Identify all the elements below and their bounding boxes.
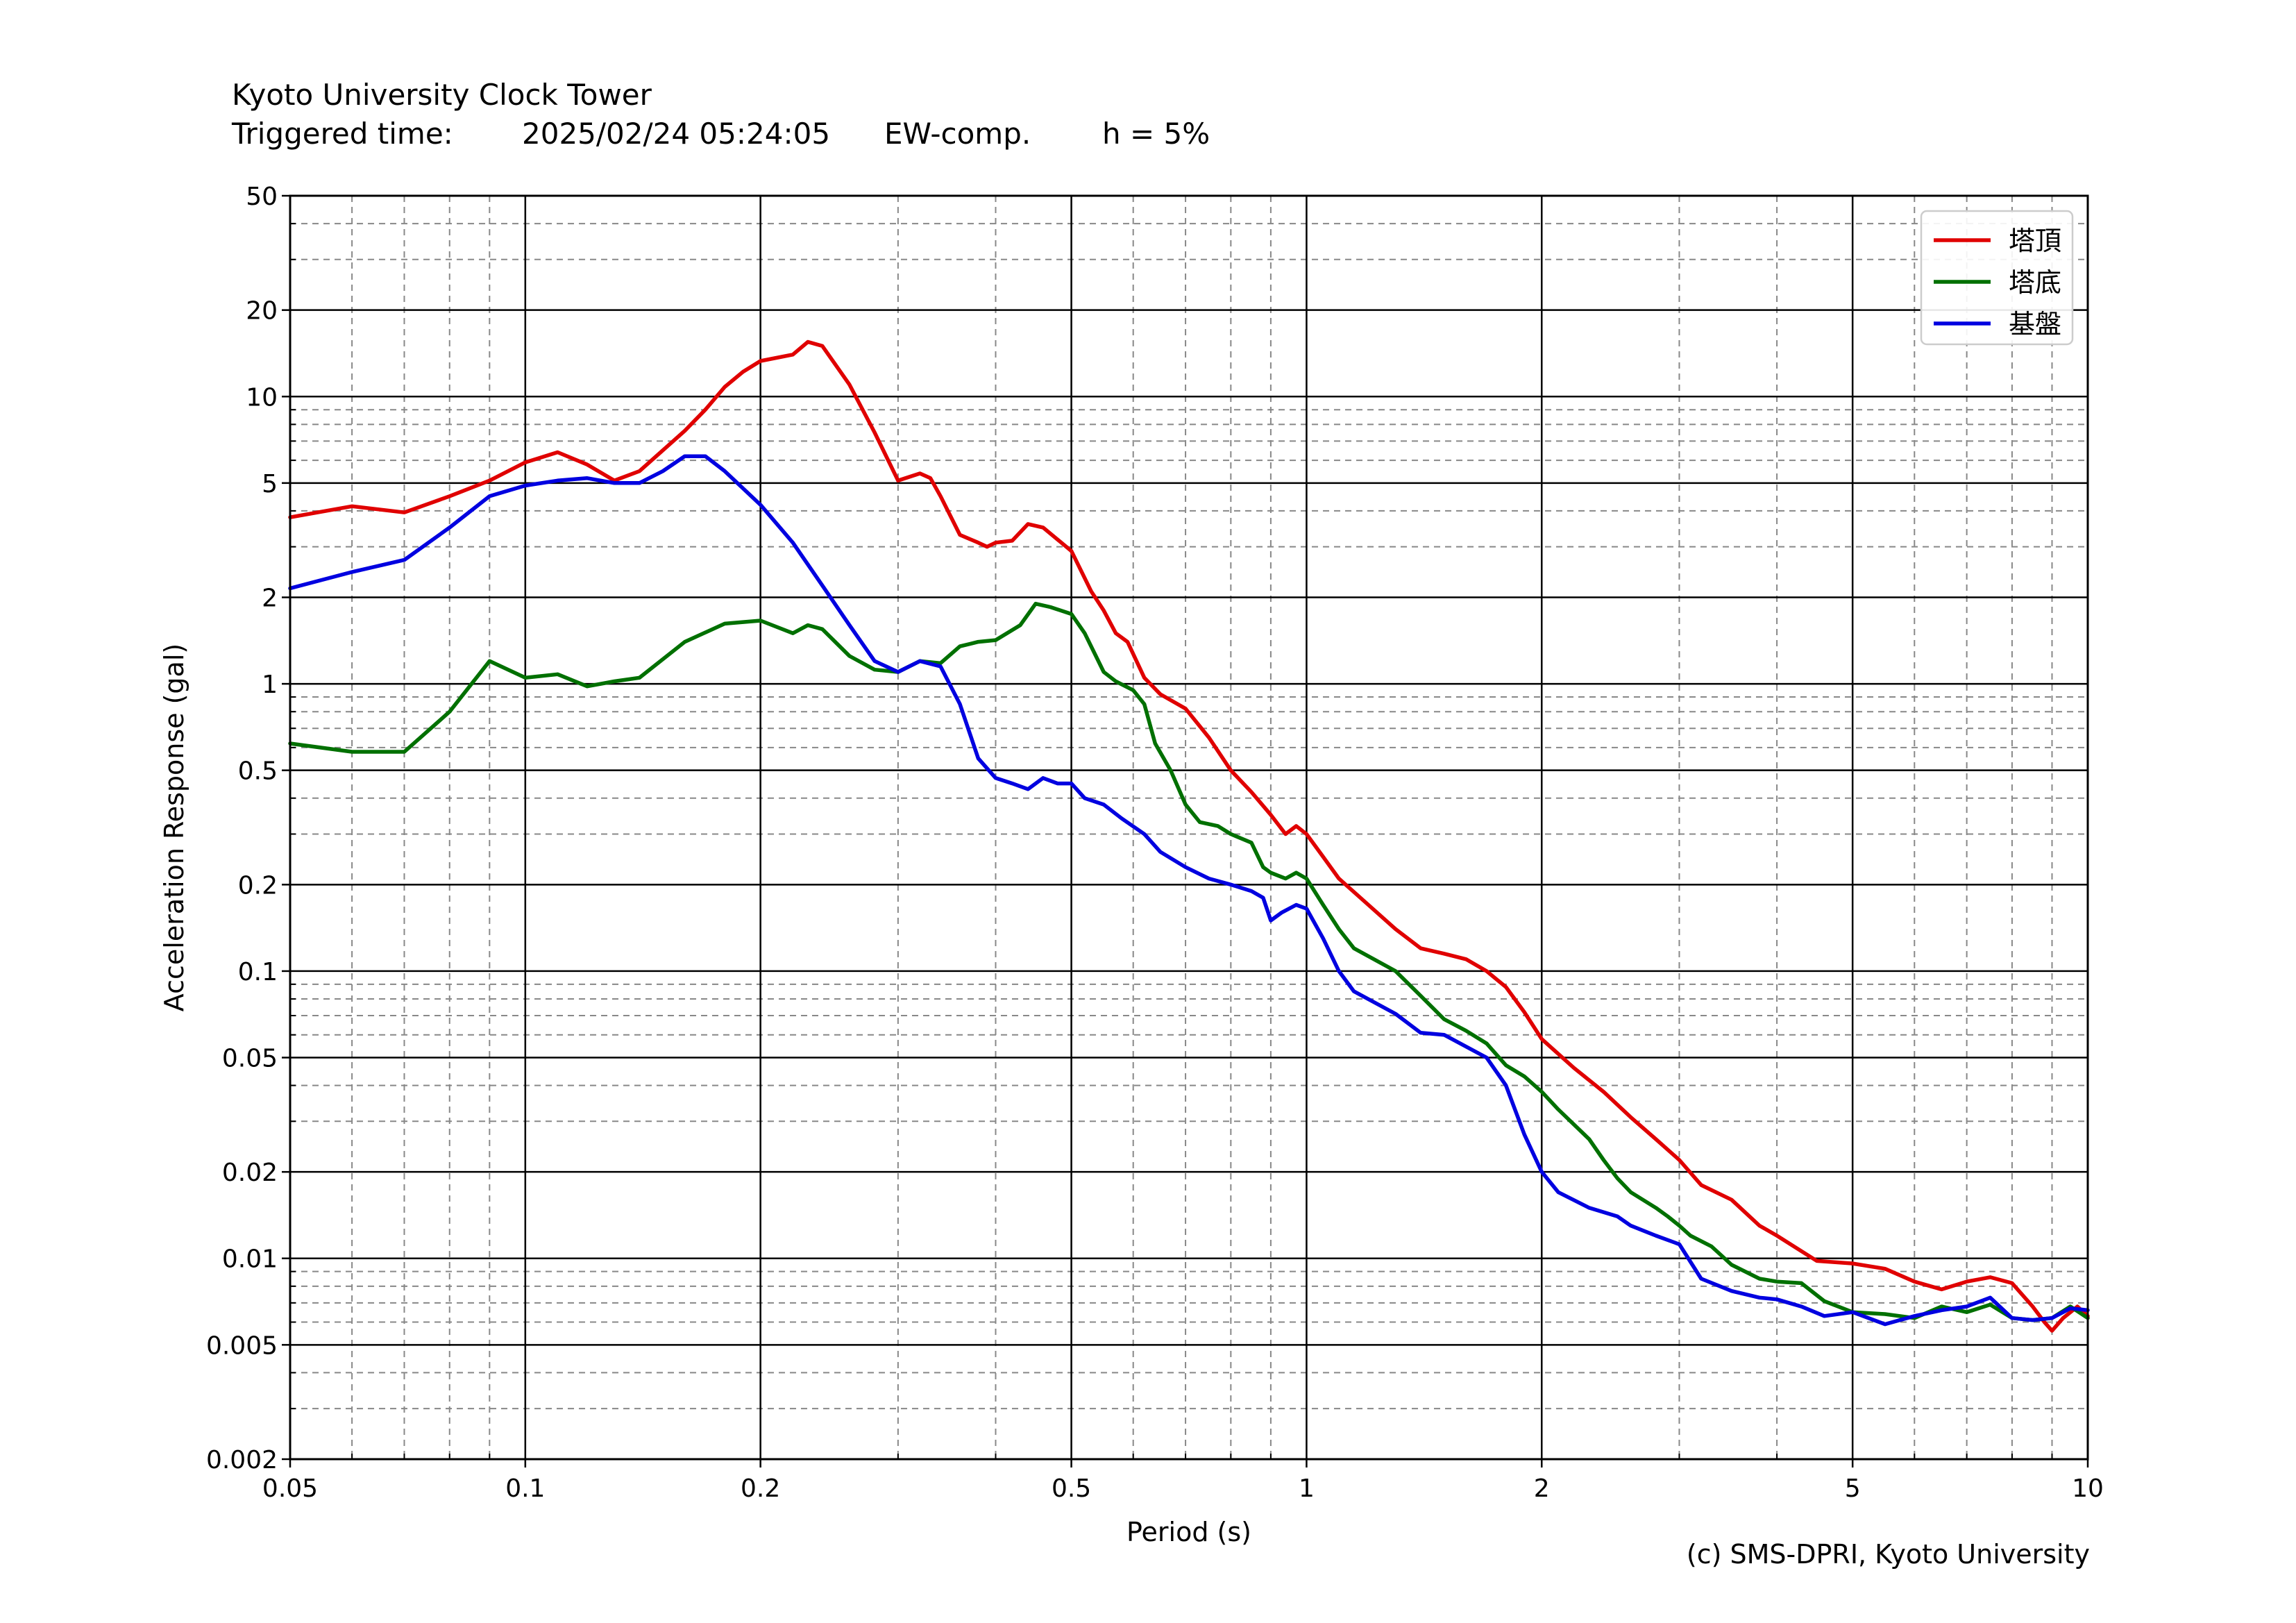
legend-box: [1920, 210, 2074, 346]
minor-grid: [290, 196, 2088, 1459]
series-line: [288, 454, 2090, 1327]
x-tick-label: 0.05: [262, 1474, 318, 1503]
y-tick-label: 20: [246, 297, 278, 326]
y-axis-label: Acceleration Response (gal): [159, 644, 189, 1011]
credit-text: (c) SMS-DPRI, Kyoto University: [1686, 1539, 2090, 1570]
y-tick-label: 0.1: [238, 958, 278, 986]
y-tick-label: 0.01: [222, 1245, 278, 1274]
legend-label: 塔底: [2009, 267, 2061, 298]
legend-label: 基盤: [2009, 309, 2061, 339]
y-tick-label: 0.02: [222, 1159, 278, 1187]
triggered-time-label: Triggered time:: [232, 117, 453, 151]
y-tick-label: 1: [262, 671, 278, 699]
triggered-time-value: 2025/02/24 05:24:05: [522, 117, 831, 151]
x-tick-labels: 0.05 0.1 0.2 0.5 1 2 5 10: [262, 1474, 2104, 1503]
y-tick-label: 0.05: [222, 1044, 278, 1073]
legend-label: 塔頂: [2009, 226, 2061, 256]
x-axis-label: Period (s): [1126, 1517, 1251, 1547]
x-tick-label: 0.2: [741, 1474, 780, 1503]
y-tick-label: 2: [262, 585, 278, 613]
y-tick-label: 0.002: [206, 1446, 278, 1474]
x-tick-label: 5: [1845, 1474, 1861, 1503]
x-tick-label: 0.5: [1052, 1474, 1091, 1503]
series-line: [288, 339, 2090, 1333]
damping-label: h = 5%: [1102, 117, 1210, 151]
plot-frame: [289, 194, 2089, 1461]
series-line: [288, 601, 2090, 1322]
major-grid: [289, 194, 2089, 1461]
chart-title: Kyoto University Clock Tower: [232, 78, 652, 112]
component-label: EW-comp.: [884, 117, 1031, 151]
y-tick-label: 10: [246, 383, 278, 412]
x-tick-label: 1: [1299, 1474, 1315, 1503]
y-tick-label: 0.005: [206, 1331, 278, 1360]
axis-ticks: [282, 194, 2089, 1468]
y-tick-label: 0.2: [238, 871, 278, 900]
x-tick-label: 10: [2072, 1474, 2104, 1503]
series-layer: [288, 339, 2090, 1333]
y-tick-label: 0.5: [238, 757, 278, 786]
y-tick-label: 50: [246, 183, 278, 211]
x-tick-label: 2: [1534, 1474, 1550, 1503]
x-tick-label: 0.1: [505, 1474, 545, 1503]
y-tick-label: 5: [262, 470, 278, 498]
y-tick-labels: 0.002 0.005 0.01 0.02 0.05 0.1 0.2 0.5 1 2 5 10 20 50: [206, 183, 278, 1474]
